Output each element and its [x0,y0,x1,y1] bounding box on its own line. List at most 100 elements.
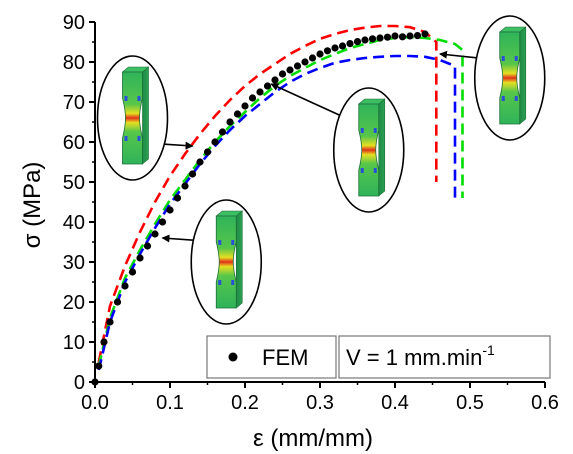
specimen-contour [215,215,237,309]
fem-data-point [95,362,103,370]
specimen-contour [122,71,143,165]
fem-data-point [256,88,264,96]
fem-data-point [278,70,287,78]
fem-data-point [121,282,129,290]
x-tick-label: 0.4 [381,392,409,414]
specimen-contour [499,31,521,125]
y-tick-label: 30 [63,252,85,274]
specimen-stress-spot [514,56,518,61]
fem-data-point [203,148,212,156]
fem-data-point [331,44,339,52]
y-tick-label: 20 [63,292,85,314]
fem-data-point [128,268,137,276]
fem-data-point [286,66,294,74]
fem-data-point [323,47,332,55]
fem-data-point [241,102,249,110]
specimen-stress-spot [124,136,128,141]
fem-data-point [196,158,204,166]
fem-data-point [100,338,108,346]
fem-data-point [383,33,392,41]
inset-pointer-arrow [164,141,194,150]
legend: FEM V = 1 mm.min-1 [206,335,551,379]
specimen-stress-spot [231,280,235,285]
fem-data-point [218,128,227,136]
fem-data-point [308,54,317,62]
specimen-side-face [519,26,527,125]
fem-data-point [421,30,429,38]
y-tick-label: 90 [63,12,85,34]
specimen-inset-2 [161,199,263,325]
fem-data-point [293,62,302,70]
specimen-stress-spot [373,128,377,133]
series-layer [91,24,464,386]
y-tick-label: 40 [63,212,85,234]
fem-data-point [181,182,189,190]
inset-pointer-arrow [439,50,477,59]
y-tick-label: 60 [63,132,85,154]
fem-data-point [151,230,159,238]
fem-data-point [338,42,347,50]
fem-data-point [226,118,234,126]
specimen-stress-spot [514,96,518,101]
fem-data-point [316,50,324,58]
specimen-side-face [235,210,243,309]
fem-data-point [158,218,167,226]
fem-data-point [166,206,174,214]
specimen-side-face [378,98,386,197]
specimen-side-face [142,66,149,165]
fem-data-point [368,35,377,43]
dashed-series-line-2 [97,35,464,367]
specimen-inset-4 [439,15,546,141]
specimen-stress-spot [360,128,364,133]
y-tick-label: 50 [63,172,85,194]
x-ticks: 0.0 0.1 0.2 0.3 0.4 0.5 0.6 [81,382,559,414]
fem-data-point [263,82,272,90]
specimen-stress-spot [501,56,505,61]
fem-data-point [413,31,422,40]
y-axis-label: σ (MPa) [19,162,46,249]
x-tick-label: 0.1 [156,392,184,414]
fem-data-point [301,58,309,66]
y-ticks: 0 10 20 30 40 50 60 70 80 90 [63,12,95,394]
specimen-contour [358,103,380,197]
y-tick-label: 10 [63,332,85,354]
fem-data-point [248,94,257,102]
fem-data-point [346,40,354,48]
legend-dot-marker [228,352,238,362]
fem-data-point [391,32,399,40]
specimen-stress-spot [360,168,364,173]
specimen-stress-spot [231,240,235,245]
x-tick-label: 0.0 [81,392,109,414]
fem-data-point [361,36,369,44]
y-tick-label: 0 [74,372,85,394]
fem-data-point [271,76,279,84]
fem-data-point [113,298,122,306]
fem-data-point [211,138,219,146]
fem-data-point [106,318,114,326]
specimen-stress-spot [137,136,141,141]
fem-data-point [233,110,242,118]
fem-data-point [136,254,144,262]
specimen-stress-spot [124,96,128,101]
x-axis-label: ε (mm/mm) [253,425,373,452]
x-tick-label: 0.3 [306,392,334,414]
fem-data-point [188,170,197,178]
specimen-inset-3 [270,83,405,213]
fem-data-point [143,242,152,250]
x-tick-label: 0.6 [531,392,559,414]
x-tick-label: 0.2 [231,392,259,414]
dashed-series-line-1 [97,24,438,363]
fem-data-point [406,32,414,40]
specimen-stress-spot [373,168,377,173]
inset-layer [96,15,546,325]
specimen-stress-spot [501,96,505,101]
axes: 0.0 0.1 0.2 0.3 0.4 0.5 0.6 0 10 20 30 40 50 60 70 80 9… [19,12,559,452]
fem-data-point [353,38,362,46]
specimen-stress-spot [218,280,222,285]
legend-condition-box [338,335,551,379]
y-tick-label: 70 [63,92,85,114]
inset-pointer-arrow [270,83,341,116]
x-tick-label: 0.5 [456,392,484,414]
specimen-inset-1 [96,55,194,181]
